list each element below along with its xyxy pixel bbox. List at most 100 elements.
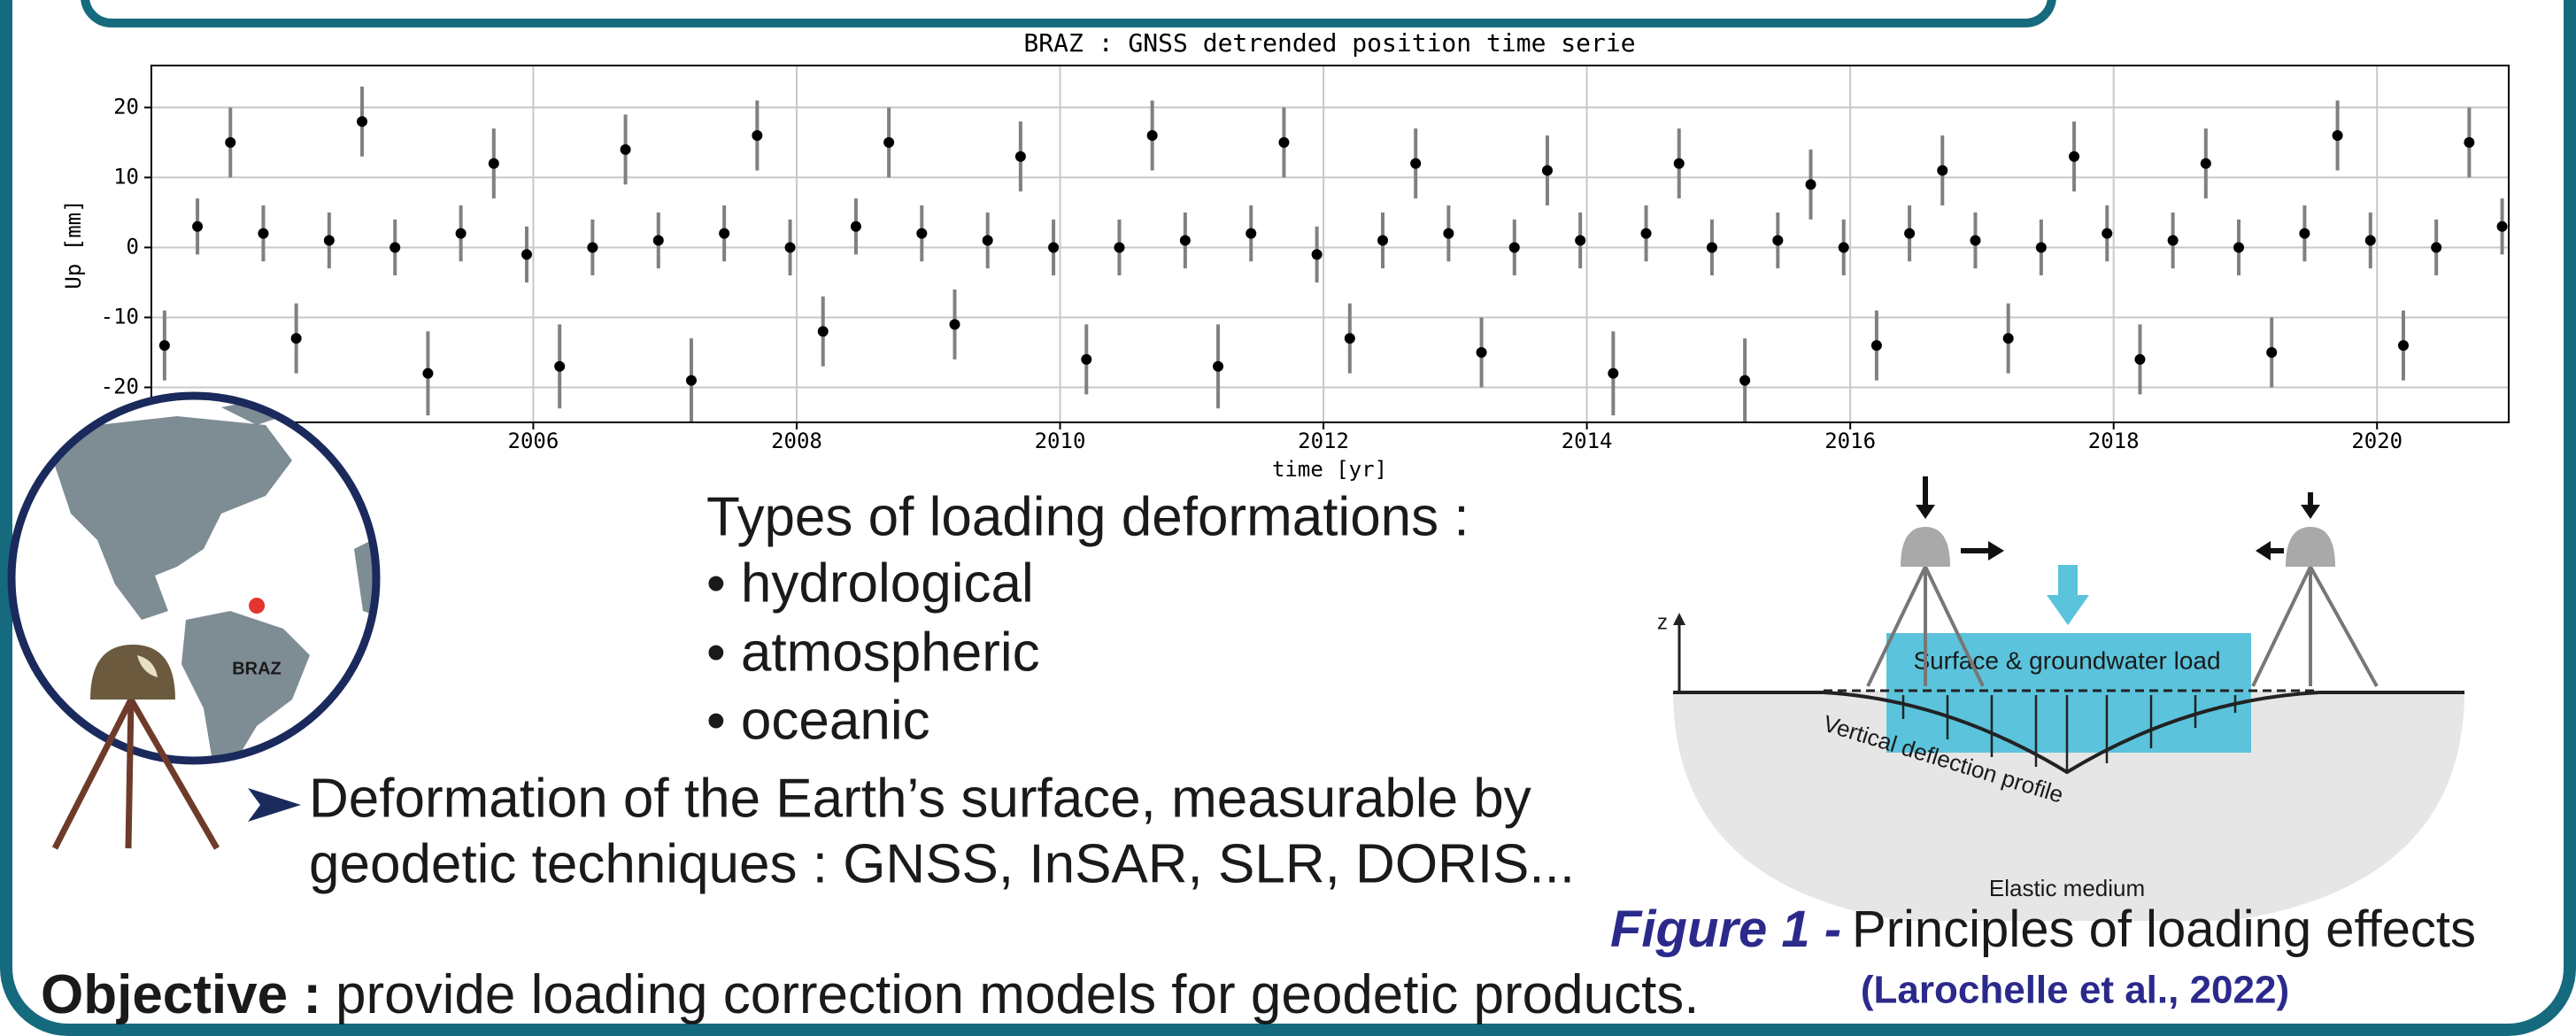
data-point <box>2134 353 2146 365</box>
data-point <box>1081 353 1092 365</box>
data-point <box>1706 242 1717 253</box>
x-tick-label: 2020 <box>2351 429 2402 453</box>
y-tick-label: -10 <box>101 304 139 329</box>
gnss-antenna <box>51 698 220 850</box>
y-tick-label: 20 <box>113 94 139 119</box>
data-point <box>1970 235 1981 246</box>
data-point <box>1640 228 1652 239</box>
station-label: BRAZ <box>232 659 282 678</box>
data-point <box>1410 158 1422 169</box>
globe: BRAZ <box>7 391 381 850</box>
figure: Surface & groundwater load Vertical defl… <box>1610 476 2476 1012</box>
y-axis-label: Up [mm] <box>61 199 86 289</box>
data-point <box>323 235 335 246</box>
data-point <box>488 158 499 169</box>
load-arrow <box>2058 565 2078 599</box>
data-point <box>916 228 928 239</box>
data-point <box>2332 130 2343 142</box>
caption-prefix: Figure 1 - <box>1610 901 1841 958</box>
list-item: • oceanic <box>706 690 930 751</box>
data-point <box>192 220 204 232</box>
reference: (Larochelle et al., 2022) <box>1861 969 2289 1012</box>
continent <box>181 611 310 761</box>
y-tick-label: 0 <box>127 234 139 259</box>
data-point <box>158 340 170 352</box>
data-point <box>883 136 895 148</box>
tripods <box>1866 566 2379 687</box>
data-point <box>1870 340 1882 352</box>
data-point <box>258 228 269 239</box>
data-point <box>2364 235 2376 246</box>
list-item: • hydrological <box>706 553 1034 614</box>
elastic-medium <box>1673 691 2464 921</box>
data-point <box>1739 375 1751 386</box>
data-point <box>784 242 796 253</box>
data-point <box>1937 165 1948 176</box>
grid <box>151 66 2509 422</box>
data-point <box>290 333 302 344</box>
data-point <box>1246 228 1257 239</box>
data-point <box>2299 228 2310 239</box>
caption: Figure 1 - Principles of loading effects <box>1610 901 2476 958</box>
deflection-profile <box>1673 691 2464 775</box>
antenna-dome <box>1901 527 1950 567</box>
data-point <box>455 228 467 239</box>
data-point <box>620 143 631 155</box>
chart: BRAZ : GNSS detrended position time seri… <box>61 28 2510 482</box>
data-point <box>1377 235 1389 246</box>
list-item: • atmospheric <box>706 622 1040 683</box>
data-point <box>949 319 960 330</box>
data-point <box>850 220 861 232</box>
data-point <box>1541 165 1553 176</box>
antenna-dome <box>90 645 175 700</box>
antenna-dome <box>2286 527 2335 567</box>
data-point <box>2002 333 2014 344</box>
data-point <box>817 326 829 337</box>
data-point <box>2397 340 2409 352</box>
objective: Objective : provide loading correction mo… <box>41 964 1700 1025</box>
data-point <box>2233 242 2245 253</box>
data-point <box>1344 333 1355 344</box>
data-point <box>2102 228 2113 239</box>
x-tick-label: 2008 <box>771 429 822 453</box>
deflection-arrows <box>1901 695 2237 770</box>
data-point <box>1805 179 1816 190</box>
x-axis-label: time [yr] <box>1272 457 1387 482</box>
globe-outline <box>7 391 381 765</box>
x-tick-label: 2014 <box>1562 429 1613 453</box>
data-point <box>1772 235 1784 246</box>
data-point <box>1311 249 1323 260</box>
deformation: Deformation of the Earth’s surface, meas… <box>248 768 1575 894</box>
text-line: geodetic techniques : GNSS, InSAR, SLR, … <box>309 833 1575 894</box>
data-point <box>1114 242 1125 253</box>
text-line: Deformation of the Earth’s surface, meas… <box>309 768 1531 829</box>
load-arrow-head <box>2047 595 2089 625</box>
continent <box>354 531 376 620</box>
x-tick-label: 2018 <box>2088 429 2140 453</box>
data-point <box>1443 228 1454 239</box>
data-point <box>1904 228 1916 239</box>
data-point <box>982 235 993 246</box>
data-point <box>1014 151 1026 162</box>
heading: Types of loading deformations : <box>706 486 1469 547</box>
z-arrow <box>1673 613 1685 625</box>
data-point <box>685 375 697 386</box>
data-point <box>1146 130 1158 142</box>
loading-types: Types of loading deformations : • hydrol… <box>706 486 1469 751</box>
data-point <box>554 360 566 372</box>
data-point <box>2431 242 2442 253</box>
data-point <box>1476 346 1487 358</box>
y-tick-label: -20 <box>101 374 139 398</box>
data-point <box>2266 346 2278 358</box>
data-point <box>225 136 236 148</box>
data-point <box>2167 235 2179 246</box>
caption-text: Principles of loading effects <box>1852 901 2476 958</box>
arrow-bullet <box>248 788 301 822</box>
data-point <box>2464 136 2475 148</box>
data-layer <box>158 86 2508 422</box>
data-point <box>652 235 664 246</box>
z-label: z <box>1657 610 1668 634</box>
chart-title: BRAZ : GNSS detrended position time seri… <box>1023 28 1635 58</box>
